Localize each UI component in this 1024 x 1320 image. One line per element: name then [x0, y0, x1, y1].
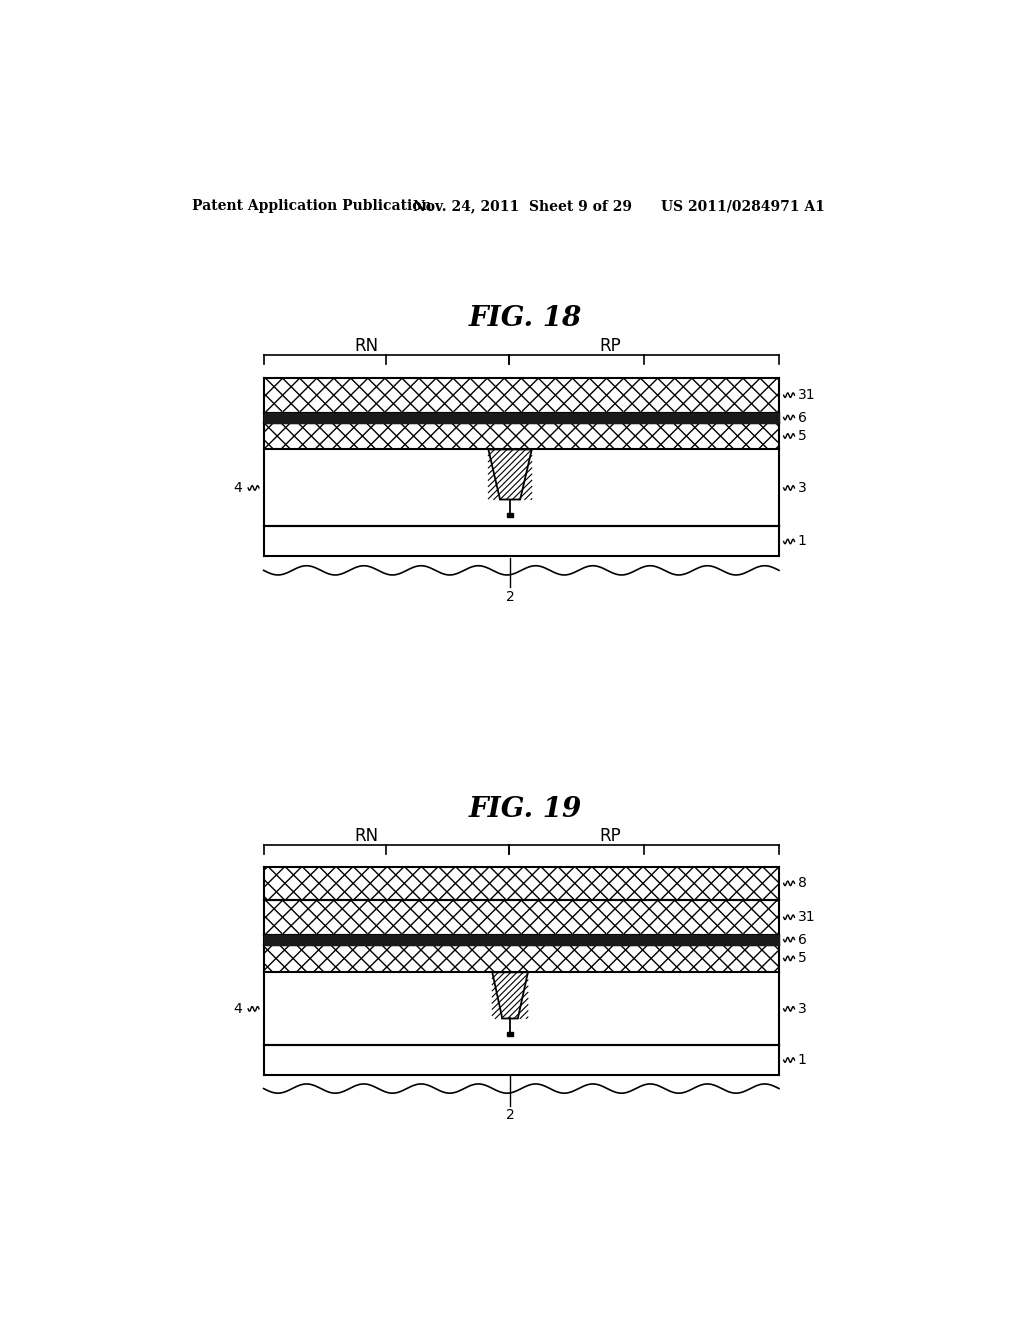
Text: US 2011/0284971 A1: US 2011/0284971 A1	[662, 199, 825, 213]
Text: 2: 2	[506, 1107, 514, 1122]
Bar	[263, 412, 779, 422]
Bar	[507, 513, 513, 517]
Bar	[507, 1032, 513, 1036]
Text: 1: 1	[798, 535, 807, 549]
Text: RP: RP	[599, 337, 621, 355]
Bar	[263, 935, 779, 945]
Text: FIG. 19: FIG. 19	[468, 796, 582, 822]
Text: Nov. 24, 2011  Sheet 9 of 29: Nov. 24, 2011 Sheet 9 of 29	[414, 199, 632, 213]
Text: Patent Application Publication: Patent Application Publication	[193, 199, 432, 213]
Text: RP: RP	[599, 828, 621, 845]
Text: 8: 8	[798, 876, 807, 891]
Text: 31: 31	[798, 911, 815, 924]
Text: 6: 6	[798, 932, 807, 946]
Text: 6: 6	[798, 411, 807, 425]
Text: 1: 1	[798, 1053, 807, 1067]
Text: 31: 31	[798, 388, 815, 403]
Text: 3: 3	[798, 480, 806, 495]
Text: 5: 5	[798, 429, 806, 444]
Text: 4: 4	[233, 480, 242, 495]
Text: RN: RN	[354, 828, 379, 845]
Text: 4: 4	[233, 1002, 242, 1016]
Text: RN: RN	[354, 337, 379, 355]
Text: 3: 3	[798, 1002, 806, 1016]
Text: 2: 2	[506, 590, 514, 603]
Text: 5: 5	[798, 952, 806, 965]
Text: FIG. 18: FIG. 18	[468, 305, 582, 333]
